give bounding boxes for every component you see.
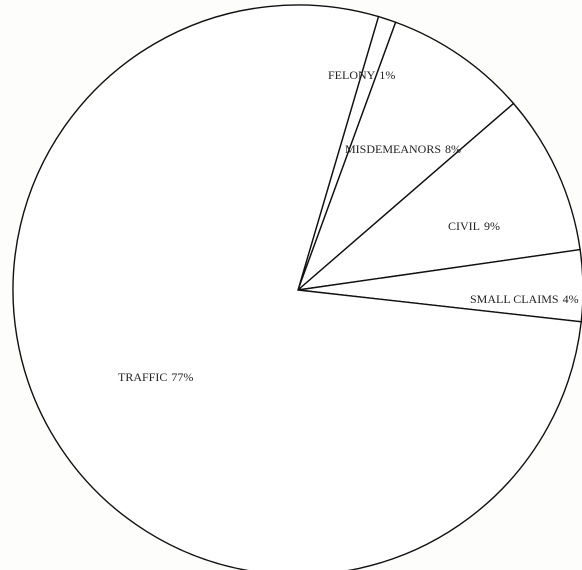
pie-slice (12, 4, 582, 570)
pie-slice (295, 102, 581, 292)
value-label: 1% (379, 68, 395, 82)
value-label: 8% (445, 142, 461, 156)
value-label: 9% (484, 219, 500, 233)
category-label: MISDEMEANORS (345, 142, 441, 156)
slice-label: CIVIL 9% (448, 219, 500, 233)
category-label: TRAFFIC (118, 370, 167, 384)
category-label: CIVIL (448, 219, 480, 233)
slice-label: SMALL CLAIMS 4% (470, 292, 579, 306)
slice-label: FELONY 1% (328, 68, 395, 82)
pie-slice (296, 21, 515, 293)
value-label: 4% (563, 292, 579, 306)
category-label: SMALL CLAIMS (470, 292, 559, 306)
value-label: 77% (171, 370, 193, 384)
slice-label: MISDEMEANORS 8% (345, 142, 461, 156)
slice-label: TRAFFIC 77% (118, 370, 193, 384)
category-label: FELONY (328, 68, 376, 82)
